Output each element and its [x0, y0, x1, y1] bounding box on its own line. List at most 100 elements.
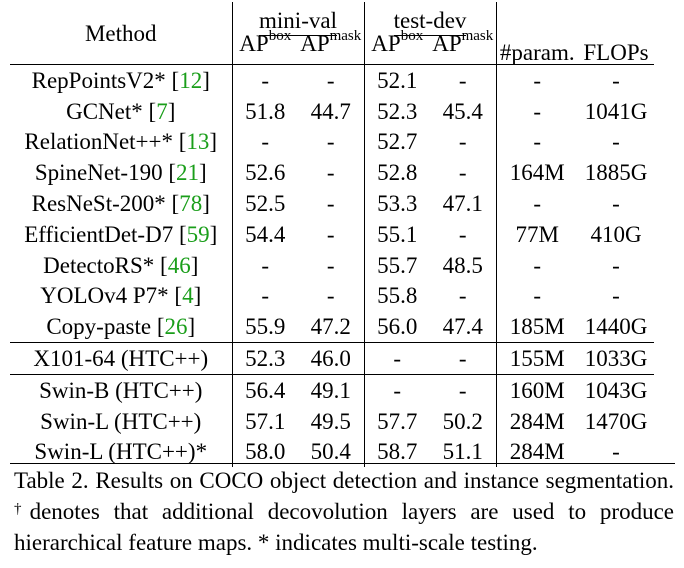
cell-testdev-box: 52.8: [377, 160, 418, 186]
cell-flops: 1885G: [584, 160, 648, 186]
header-testdev: test-dev: [364, 2, 497, 36]
cell-testdev-mask: -: [430, 280, 497, 312]
cell-testdev-box: 52.3: [377, 98, 418, 124]
header-testdev-mask: APmask: [430, 29, 497, 65]
cell-minival-box: 52.5: [245, 191, 286, 217]
cell-minival-box: 56.4: [232, 373, 298, 406]
cell-minival-mask: -: [298, 157, 365, 189]
table-bottom-rule: [10, 463, 675, 464]
cell-testdev-box: -: [364, 373, 430, 406]
cell-method: X101-64 (HTC++): [10, 342, 233, 375]
cell-flops: -: [612, 129, 620, 155]
cell-testdev-box: 58.7: [377, 439, 418, 465]
table-caption: Table 2. Results on COCO object detectio…: [14, 468, 674, 555]
cell-minival-box: 58.0: [245, 439, 286, 465]
cell-method: RelationNet++* [13]: [10, 126, 233, 158]
cell-minival-mask: 49.5: [298, 405, 365, 437]
cell-flops: -: [612, 283, 620, 309]
header-minival-box: APbox: [239, 28, 292, 56]
cell-testdev-box: -: [364, 342, 430, 375]
cell-testdev-box: 57.7: [377, 408, 418, 434]
cell-minival-box: -: [261, 252, 270, 278]
cell-params: -: [533, 129, 542, 155]
table-row: ResNeSt-200* [78] 52.5-53.3 47.1- -: [10, 188, 654, 219]
cell-params: -: [496, 63, 578, 96]
cell-flops: -: [612, 439, 620, 465]
cell-method: DetectoRS* [46]: [10, 249, 233, 281]
cell-testdev-box: 55.1: [377, 221, 418, 247]
cell-method: SpineNet-190 [21]: [10, 157, 233, 189]
table-row: RelationNet++* [13] - -52.7- - -: [10, 126, 654, 158]
cell-testdev-mask: -: [430, 63, 497, 96]
header-method: Method: [10, 2, 233, 65]
table-body: RepPointsV2* [12] - -52.1- - - GCNet* [7] 51.8…: [10, 63, 654, 468]
cell-flops: 1033G: [578, 342, 654, 375]
table-row: Swin-B (HTC++) 56.4 49.1- -160M 1043G: [10, 373, 654, 406]
citation-link[interactable]: 21: [176, 160, 199, 186]
cell-minival-mask: -: [298, 280, 365, 312]
citation-link[interactable]: 12: [179, 67, 203, 93]
cell-params: 284M: [509, 439, 565, 465]
cell-flops: 1043G: [578, 373, 654, 406]
header-params: #param.: [499, 40, 575, 65]
cell-flops: 1470G: [584, 408, 648, 434]
cell-testdev-mask: 47.4: [430, 311, 497, 343]
cell-flops: -: [578, 63, 654, 96]
cell-testdev-mask: -: [430, 342, 497, 375]
cell-testdev-mask: -: [430, 126, 497, 158]
cell-params: -: [533, 252, 542, 278]
cell-minival-box: -: [261, 283, 270, 309]
cell-minival-mask: -: [298, 188, 365, 219]
cell-minival-box: 57.1: [245, 408, 286, 434]
cell-method: RepPointsV2* [12]: [10, 63, 233, 96]
cell-flops: -: [612, 252, 620, 278]
cell-params: 164M: [509, 160, 565, 186]
table-row: DetectoRS* [46] - -55.7 48.5- -: [10, 249, 654, 281]
citation-link[interactable]: 26: [164, 314, 188, 340]
cell-minival-mask: 50.4: [298, 436, 365, 468]
cell-minival-mask: -: [298, 249, 365, 281]
citation-link[interactable]: 4: [182, 283, 194, 309]
table-row: EfficientDet-D7 [59] 54.4-55.1-77M 410G: [10, 218, 654, 250]
citation-link[interactable]: 59: [186, 221, 210, 247]
cell-params: 155M: [496, 342, 578, 375]
cell-params: 77M: [515, 221, 559, 247]
header-minival: mini-val: [232, 2, 365, 36]
cell-testdev-mask: -: [430, 218, 497, 250]
cell-minival-box: 54.4: [245, 221, 286, 247]
cell-testdev-mask: -: [430, 373, 497, 406]
table-row: SpineNet-190 [21] 52.6-52.8-164M 1885G: [10, 157, 654, 189]
cell-flops: -: [612, 191, 620, 217]
cell-testdev-box: 56.0: [377, 314, 418, 340]
citation-link[interactable]: 7: [156, 98, 168, 124]
cell-minival-mask: -: [298, 63, 365, 96]
cell-testdev-mask: -: [430, 157, 497, 189]
cell-method: GCNet* [7]: [10, 95, 233, 127]
table-row: Copy-paste [26] 55.9 47.2 56.0 47.4 185M 1440G: [10, 311, 654, 343]
cell-minival-mask: 49.1: [298, 373, 365, 406]
header-minival-mask: APmask: [298, 29, 365, 65]
cell-flops: 1440G: [584, 314, 648, 340]
cell-testdev-mask: 48.5: [430, 249, 497, 281]
cell-method: Swin-B (HTC++): [10, 373, 233, 406]
cell-method: ResNeSt-200* [78]: [10, 188, 233, 219]
cell-testdev-mask: 47.1: [430, 188, 497, 219]
cell-minival-mask: 46.0: [298, 342, 365, 375]
cell-testdev-box: 53.3: [377, 191, 418, 217]
cell-minival-box: -: [261, 129, 270, 155]
cell-testdev-mask: 50.2: [430, 405, 497, 437]
cell-params: -: [533, 191, 542, 217]
cell-minival-box: 55.9: [245, 314, 286, 340]
citation-link[interactable]: 78: [179, 191, 203, 217]
cell-minival-box: 52.3: [232, 342, 298, 375]
cell-flops: 1041G: [584, 98, 648, 124]
cell-minival-box: 52.6: [245, 160, 286, 186]
cell-testdev-mask: 51.1: [430, 436, 497, 468]
citation-link[interactable]: 13: [186, 129, 210, 155]
cell-params: -: [533, 98, 542, 124]
cell-minival-box: -: [232, 63, 298, 96]
cell-flops: 410G: [590, 221, 642, 247]
header-testdev-box: APbox: [371, 28, 424, 56]
citation-link[interactable]: 46: [167, 252, 191, 278]
